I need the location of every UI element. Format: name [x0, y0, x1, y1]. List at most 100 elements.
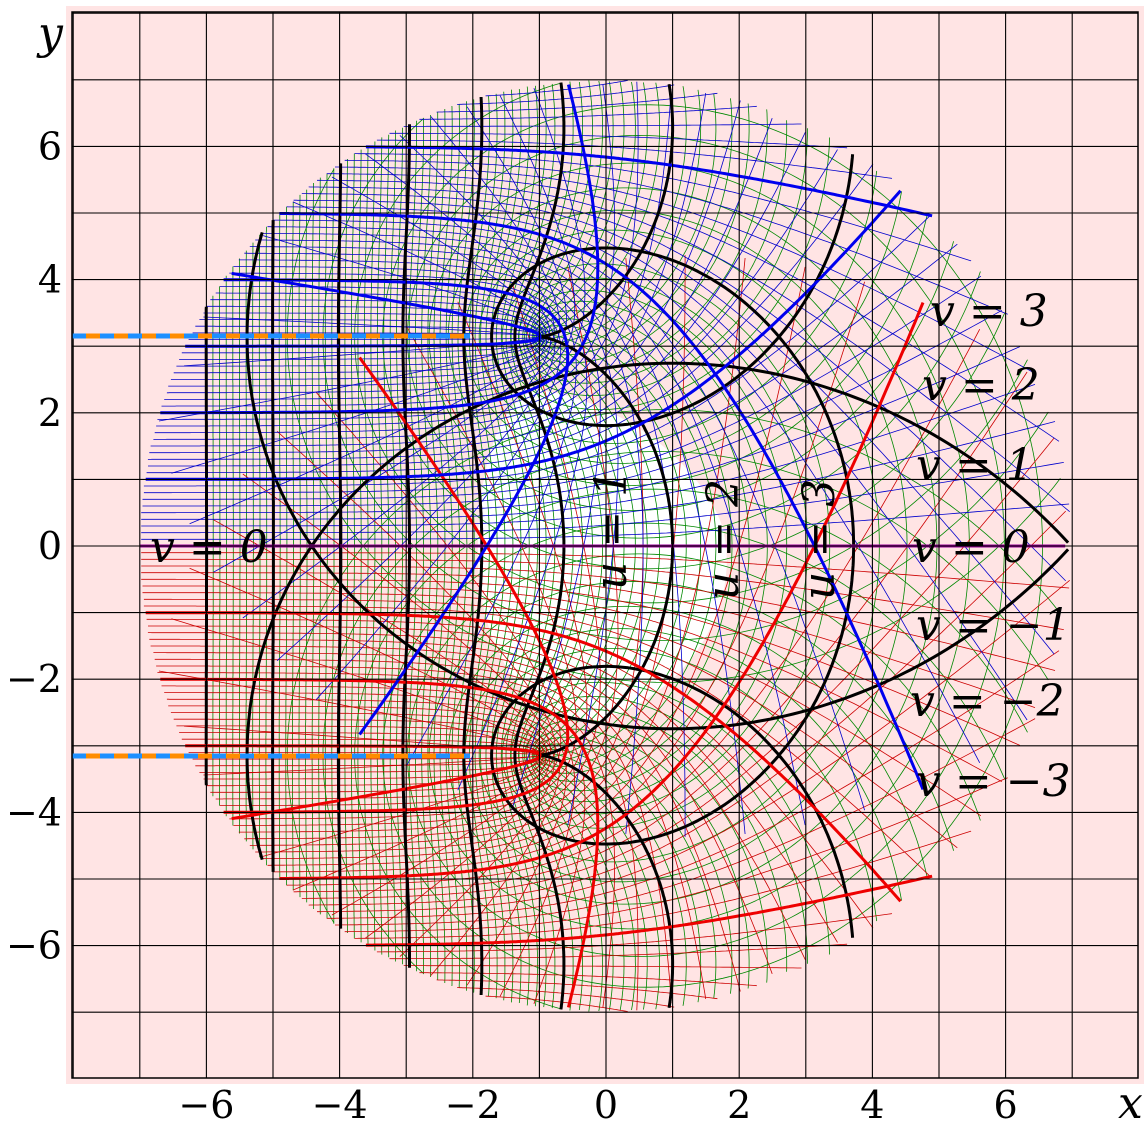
v-line — [365, 874, 933, 947]
y-tick-label: −2 — [6, 657, 62, 701]
fine-v-line — [143, 605, 932, 878]
v-line — [365, 145, 933, 218]
fine-v-line — [143, 243, 958, 494]
fine-v-line — [233, 266, 588, 791]
y-axis-label: y — [36, 8, 64, 59]
plot-frame — [71, 11, 1139, 1079]
x-tick-label: 0 — [594, 1083, 618, 1122]
x-tick-label: −2 — [445, 1083, 501, 1122]
fine-v-line — [457, 84, 675, 105]
fine-v-line — [376, 913, 893, 953]
fine-v-line — [376, 139, 893, 179]
fine-v-line — [170, 712, 555, 957]
fine-v-line — [173, 718, 551, 939]
fine-v-line — [457, 987, 675, 1008]
branch-cuts — [72, 333, 470, 759]
fine-v-line — [485, 995, 628, 1012]
fine-v-line — [141, 578, 1021, 746]
y-tick-label: −6 — [6, 924, 62, 968]
fine-v-line — [188, 316, 540, 340]
fine-v-line — [156, 81, 639, 427]
curve-labels: v = 3 v = 2 v = 1 v = 0 v = 0 v = −1 v =… — [150, 286, 1071, 807]
fine-v-line — [142, 275, 982, 500]
label-v-zero-right: v = 0 — [912, 522, 1030, 573]
fine-v-line — [157, 672, 615, 1008]
fine-u-line — [286, 168, 1061, 924]
fine-v-line — [147, 132, 806, 460]
label-u3: u = 3 — [794, 479, 845, 600]
fine-v-line — [354, 153, 972, 262]
fine-v-line — [389, 132, 848, 149]
fine-v-line — [267, 266, 806, 866]
fine-v-line — [166, 106, 567, 394]
fine-v-line — [142, 585, 1002, 782]
v-line — [223, 278, 570, 736]
fine-v-line — [188, 752, 540, 776]
fine-v-line — [293, 371, 1028, 893]
fine-v-line — [389, 943, 848, 960]
fine-v-line — [170, 135, 555, 380]
label-v-pos3: v = 3 — [930, 286, 1048, 337]
fine-v-line — [143, 598, 958, 849]
x-tick-label: 6 — [994, 1083, 1018, 1122]
fine-v-line — [286, 329, 981, 886]
fine-v-line — [141, 421, 1056, 527]
fine-v-line — [335, 166, 1036, 374]
x-tick-label: 2 — [727, 1083, 751, 1122]
v-line — [279, 302, 925, 880]
fine-v-line — [238, 281, 601, 833]
fine-v-line — [326, 173, 1060, 442]
fine-v-line — [326, 650, 1060, 919]
fine-v-line — [141, 462, 1064, 534]
fine-v-line — [403, 123, 802, 127]
fine-v-line — [293, 199, 1028, 721]
y-tick-label: 2 — [38, 391, 62, 435]
fine-v-line — [153, 652, 707, 999]
fine-v-line — [168, 115, 561, 387]
fine-v-line — [157, 84, 615, 420]
fine-v-line — [149, 118, 773, 454]
label-v-neg2: v = −2 — [910, 676, 1065, 727]
fine-v-line — [181, 235, 542, 354]
y-tick-label: 6 — [38, 124, 62, 168]
fine-v-line — [147, 632, 806, 960]
fine-v-line — [141, 565, 1056, 671]
grid-lines — [72, 12, 1138, 1078]
fine-v-line — [143, 214, 932, 487]
fine-v-line — [181, 738, 542, 857]
fine-v-line — [149, 638, 773, 974]
label-v-zero-left: v = 0 — [150, 522, 268, 573]
fine-u-line — [354, 82, 1028, 1010]
fine-v-line — [354, 830, 972, 939]
label-v-pos1: v = 1 — [916, 440, 1034, 491]
fine-v-line — [156, 665, 639, 1011]
fine-v-line — [142, 592, 982, 817]
fine-v-line — [141, 558, 1064, 630]
fine-v-line — [141, 552, 1070, 589]
label-v-neg1: v = −1 — [916, 600, 1071, 651]
x-tick-label: 4 — [860, 1083, 884, 1122]
axis-ticks: −6 −4 −2 0 2 4 6 6 4 2 0 −2 −4 −6 — [6, 124, 1018, 1122]
fine-v-line — [150, 645, 741, 992]
v-line — [223, 356, 570, 814]
fine-v-line — [168, 705, 561, 977]
x-axis-label: x — [1118, 1078, 1143, 1122]
fine-v-line — [142, 310, 1002, 507]
x-tick-label: −4 — [312, 1083, 368, 1122]
x-tick-label: −6 — [178, 1083, 234, 1122]
fine-v-line — [286, 206, 981, 763]
label-u1: u = 1 — [586, 469, 637, 590]
fine-v-line — [229, 272, 577, 765]
fine-v-line — [141, 503, 1070, 540]
fine-v-line — [141, 346, 1021, 514]
y-tick-label: −4 — [6, 790, 62, 834]
fine-v-line — [419, 105, 757, 120]
label-v-pos2: v = 2 — [922, 360, 1040, 411]
fine-v-line — [171, 319, 542, 474]
fine-v-line — [153, 93, 707, 440]
fine-v-line — [403, 965, 802, 969]
fine-v-line — [317, 179, 1070, 513]
fine-v-line — [141, 384, 1036, 520]
label-u2: u = 2 — [698, 479, 749, 600]
